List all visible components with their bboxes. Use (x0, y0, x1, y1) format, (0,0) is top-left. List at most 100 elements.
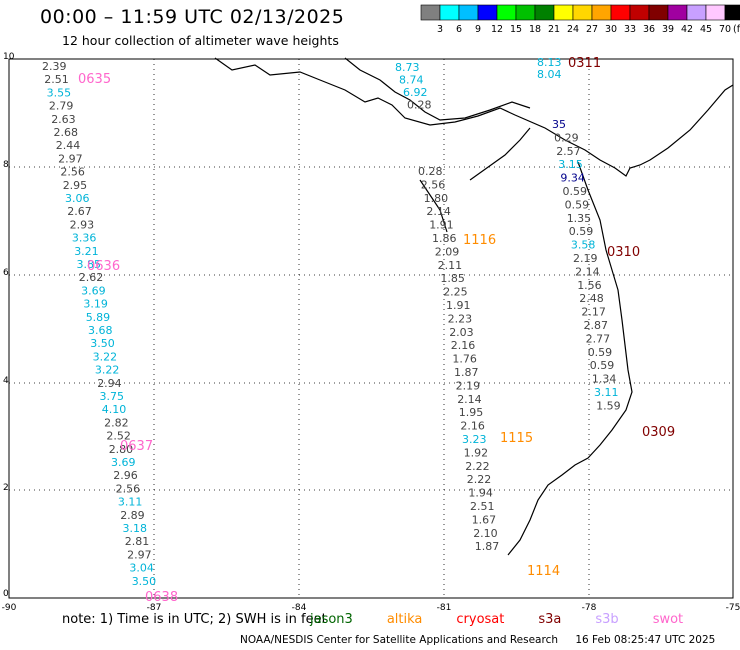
swh-value: 1.56 (577, 279, 602, 292)
swh-value: 3.68 (88, 324, 113, 337)
swh-value: 1.87 (475, 540, 500, 553)
y-tick-label: 2 (3, 483, 9, 493)
swh-value: 2.67 (67, 205, 92, 218)
swh-value: 0.59 (565, 198, 590, 211)
swh-value: 2.81 (125, 535, 150, 548)
swh-value: 2.79 (49, 100, 74, 113)
colorbar-label: 12 (491, 24, 503, 35)
swh-value: 0.29 (554, 131, 579, 144)
swh-value: 2.77 (586, 332, 611, 345)
graticule (9, 59, 733, 598)
colorbar-label: 45 (700, 24, 712, 35)
swh-value: 2.19 (456, 379, 481, 392)
swh-value: 2.97 (58, 152, 83, 165)
x-tick-label: -78 (582, 603, 597, 613)
swh-value: 2.56 (421, 178, 446, 191)
swh-value: 0.28 (418, 165, 443, 178)
pass-time-label: 0310 (607, 245, 640, 260)
swh-value: 3.11 (118, 496, 142, 509)
swh-value: 3.22 (93, 350, 118, 363)
swh-value: 1.85 (440, 272, 465, 285)
pass-time-label: 0635 (78, 72, 111, 87)
swh-value: 1.86 (432, 232, 457, 245)
y-tick-label: 10 (3, 52, 15, 62)
swh-value: 2.14 (575, 265, 600, 278)
satellite-legend-s3a: s3a (538, 612, 562, 627)
colorbar-label: 39 (662, 24, 674, 35)
coastline (214, 57, 734, 556)
satellite-legend-cryosat: cryosat (456, 612, 505, 627)
swh-value: 2.16 (460, 420, 485, 433)
swh-value: 1.92 (464, 446, 489, 459)
swh-value: 1.67 (472, 513, 497, 526)
swh-value: 1.94 (468, 487, 493, 500)
swh-value: 3.69 (111, 456, 136, 469)
swh-value: 2.17 (581, 306, 606, 319)
swh-value: 9.34 (560, 172, 585, 185)
footnote-text: note: 1) Time is in UTC; 2) SWH is in fe… (62, 612, 327, 627)
x-tick-label: -87 (147, 603, 162, 613)
swh-value: 3.58 (571, 239, 596, 252)
pass-time-label: 0311 (568, 56, 601, 71)
colorbar-label: 15 (510, 24, 522, 35)
colorbar-label: 6 (456, 24, 462, 35)
swh-value: 1.80 (424, 192, 449, 205)
map-subtitle: 12 hour collection of altimeter wave hei… (62, 33, 339, 48)
credit-line: NOAA/NESDIS Center for Satellite Applica… (240, 634, 729, 646)
satellite-legend-s3b: s3b (595, 612, 619, 627)
x-tick-label: -84 (292, 603, 307, 613)
swh-value: 4.10 (102, 403, 127, 416)
pass-time-label: 1114 (527, 564, 560, 579)
swh-value: 2.51 (470, 500, 495, 513)
swh-value: 2.68 (54, 126, 79, 139)
colorbar-label: 70 (719, 24, 731, 35)
swh-value: 2.56 (60, 166, 85, 179)
pass-time-label: 0309 (642, 425, 675, 440)
pass-labels: 0635 0636 0637 0638 1116 1115 1114 0311 0310 0309 (78, 56, 675, 605)
swh-value: 3.18 (123, 522, 148, 535)
swh-value: 0.59 (569, 225, 594, 238)
swh-value: 1.91 (429, 219, 454, 232)
pass-time-label: 0637 (120, 439, 153, 454)
swh-value: 0.28 (407, 99, 432, 112)
swh-value: 2.25 (443, 286, 468, 299)
satellite-legend-jason3: jason3 (310, 612, 353, 627)
swh-value: 2.48 (579, 292, 604, 305)
colorbar-label: 36 (643, 24, 655, 35)
swh-value: 2.87 (584, 319, 609, 332)
swh-value: 1.95 (459, 406, 484, 419)
swh-value: 3.04 (129, 562, 154, 575)
swh-value: 2.23 (448, 312, 473, 325)
x-tick-label: -81 (437, 603, 452, 613)
swh-value: 2.97 (127, 548, 152, 561)
swh-value: 3.36 (72, 232, 97, 245)
x-tick-label: -75 (726, 603, 740, 613)
swh-value: 2.95 (63, 179, 87, 192)
swh-value: 2.03 (449, 326, 474, 339)
swh-value: 1.91 (446, 299, 471, 312)
swh-value: 2.09 (435, 245, 460, 258)
swh-value: 2.80 (109, 443, 134, 456)
swh-value: 1.35 (567, 212, 592, 225)
swh-value: 2.94 (97, 377, 122, 390)
swh-value: 8.74 (399, 74, 424, 87)
swh-value: 3.19 (83, 298, 108, 311)
pass-time-label: 1116 (463, 233, 496, 248)
swh-value: 1.87 (454, 366, 479, 379)
swh-value: 3.50 (90, 337, 115, 350)
swh-value: 6.92 (403, 86, 428, 99)
swh-value: 3.50 (132, 575, 157, 588)
map-title: 00:00 – 11:59 UTC 02/13/2025 (40, 6, 345, 28)
colorbar-unit: (ft) (733, 24, 740, 35)
swh-value: 8.04 (537, 68, 562, 81)
credit-text: NOAA/NESDIS Center for Satellite Applica… (240, 634, 558, 646)
colorbar-label: 3 (437, 24, 443, 35)
swh-value: 0.59 (588, 346, 613, 359)
pass-time-label: 0636 (87, 259, 120, 274)
swh-value: 1.34 (592, 373, 617, 386)
swh-value: 3.85 (77, 258, 102, 271)
swh-value: 0.59 (590, 359, 615, 372)
swh-value: 3.22 (95, 364, 120, 377)
